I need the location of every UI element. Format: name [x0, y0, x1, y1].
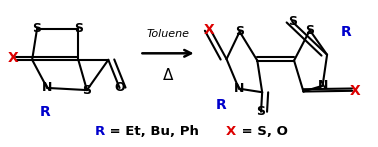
- Text: S: S: [74, 22, 83, 35]
- Text: S: S: [235, 25, 244, 38]
- Text: R: R: [94, 125, 105, 138]
- Text: N: N: [234, 82, 244, 95]
- Text: N: N: [318, 79, 328, 92]
- Text: N: N: [42, 81, 53, 94]
- Text: X: X: [203, 23, 214, 37]
- Text: S: S: [33, 22, 42, 35]
- Text: S: S: [257, 105, 265, 118]
- Text: S: S: [305, 24, 314, 37]
- Text: S: S: [82, 84, 91, 97]
- Text: R: R: [341, 25, 352, 39]
- Text: = Et, Bu, Ph: = Et, Bu, Ph: [105, 125, 199, 138]
- Text: X: X: [226, 125, 236, 138]
- Text: X: X: [8, 51, 19, 65]
- Text: R: R: [215, 98, 226, 112]
- Text: X: X: [350, 84, 361, 98]
- Text: Toluene: Toluene: [147, 29, 189, 39]
- Text: R: R: [40, 105, 51, 119]
- Text: = S, O: = S, O: [237, 125, 288, 138]
- Text: Δ: Δ: [163, 68, 173, 83]
- Text: S: S: [288, 15, 297, 28]
- Text: O: O: [114, 81, 125, 94]
